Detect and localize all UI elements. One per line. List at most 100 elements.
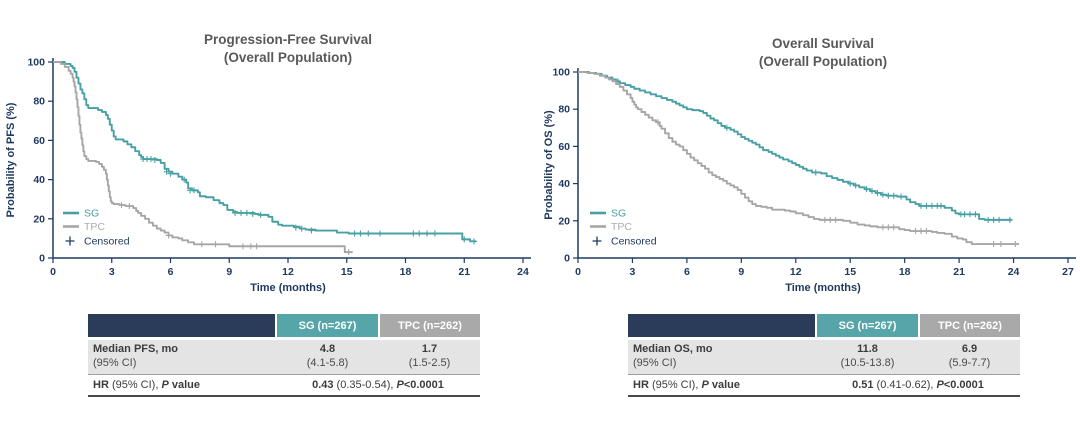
axes-frame bbox=[577, 68, 1076, 259]
os-chart-svg: Overall Survival (Overall Population) Prob… bbox=[543, 36, 1076, 294]
svg-text:Censored: Censored bbox=[611, 236, 657, 248]
pfs-table-header-row: SG (n=267) TPC (n=262) bbox=[88, 314, 480, 340]
svg-text:9: 9 bbox=[226, 266, 232, 278]
censored-plus-icon bbox=[65, 236, 75, 246]
pfs-chart-svg: Progression-Free Survival (Overall Popula… bbox=[5, 32, 531, 294]
svg-text:24: 24 bbox=[1008, 266, 1020, 278]
svg-text:15: 15 bbox=[341, 266, 353, 278]
svg-text:100: 100 bbox=[552, 67, 570, 79]
svg-text:9: 9 bbox=[738, 266, 744, 278]
os-hr-row: HR (95% CI), P value 0.51 (0.41-0.62), P… bbox=[628, 374, 1020, 397]
tpc-censor-marks bbox=[118, 202, 352, 256]
os-median-tpc-value: 6.9 (5.9-7.7) bbox=[919, 338, 1020, 375]
os-hr-value-tail: <0.0001 bbox=[943, 379, 984, 391]
pfs-hr-value-hr: 0.43 bbox=[312, 379, 334, 391]
x-ticks: 0 3 6 9 12 15 18 21 24 bbox=[50, 258, 529, 278]
pfs-header-tpc-cell: TPC (n=262) bbox=[378, 314, 480, 340]
svg-text:0: 0 bbox=[39, 253, 45, 265]
y-axis-label: Probability of PFS (%) bbox=[5, 102, 17, 217]
legend-item-tpc: TPC bbox=[590, 221, 632, 233]
svg-text:3: 3 bbox=[630, 266, 636, 278]
tpc-curve bbox=[578, 71, 1019, 245]
svg-text:Censored: Censored bbox=[84, 236, 130, 248]
pfs-hr-label: HR (95% CI), P value bbox=[88, 374, 276, 397]
svg-text:Overall Survival: Overall Survival bbox=[772, 36, 874, 51]
y-ticks: 0 20 40 60 80 100 bbox=[552, 67, 578, 265]
svg-text:SG: SG bbox=[611, 208, 626, 220]
legend-item-censored: Censored bbox=[65, 236, 130, 248]
svg-text:Progression-Free Survival: Progression-Free Survival bbox=[204, 32, 372, 47]
chart-title: Overall Survival (Overall Population) bbox=[759, 36, 887, 69]
svg-text:21: 21 bbox=[458, 266, 470, 278]
os-median-tpc-line1: 6.9 bbox=[961, 343, 978, 355]
svg-text:27: 27 bbox=[1062, 266, 1074, 278]
svg-text:12: 12 bbox=[282, 266, 294, 278]
tpc-censor-marks bbox=[654, 119, 1019, 248]
pfs-median-tpc-value: 1.7 (1.5-2.5) bbox=[379, 338, 480, 375]
os-hr-value-hr: 0.51 bbox=[852, 379, 874, 391]
pfs-median-label: Median PFS, mo (95% CI) bbox=[88, 338, 276, 375]
svg-text:TPC: TPC bbox=[84, 221, 105, 233]
svg-text:40: 40 bbox=[33, 174, 45, 186]
censored-plus-icon bbox=[592, 236, 602, 246]
svg-text:60: 60 bbox=[33, 135, 45, 147]
pfs-median-sg-value: 4.8 (4.1-5.8) bbox=[276, 338, 379, 375]
pfs-hr-value-tail: <0.0001 bbox=[403, 379, 444, 391]
svg-text:SG: SG bbox=[84, 208, 99, 220]
pfs-hr-label-mid: (95% CI), bbox=[108, 379, 162, 391]
svg-text:12: 12 bbox=[790, 266, 802, 278]
os-hr-label-tail: value bbox=[708, 379, 740, 391]
os-header-tpc-cell: TPC (n=262) bbox=[918, 314, 1020, 340]
pfs-hr-row: HR (95% CI), P value 0.43 (0.35-0.54), P… bbox=[88, 374, 480, 397]
svg-text:60: 60 bbox=[558, 141, 570, 153]
x-ticks: 0 3 6 9 12 15 18 21 24 27 bbox=[575, 258, 1074, 278]
svg-text:21: 21 bbox=[953, 266, 965, 278]
os-median-sg-value: 11.8 (10.5-13.8) bbox=[816, 338, 919, 375]
y-ticks: 0 20 40 60 80 100 bbox=[27, 57, 53, 265]
pfs-hr-value: 0.43 (0.35-0.54), P<0.0001 bbox=[276, 374, 480, 397]
svg-text:20: 20 bbox=[33, 213, 45, 225]
os-hr-value-p: P bbox=[936, 379, 944, 391]
os-table-header-row: SG (n=267) TPC (n=262) bbox=[628, 314, 1020, 340]
svg-text:20: 20 bbox=[558, 215, 570, 227]
legend-item-sg: SG bbox=[590, 208, 626, 220]
svg-text:0: 0 bbox=[50, 266, 56, 278]
svg-text:0: 0 bbox=[575, 266, 581, 278]
sg-censor-marks bbox=[614, 78, 1013, 223]
os-median-sg-line2: (10.5-13.8) bbox=[840, 356, 895, 369]
svg-text:100: 100 bbox=[27, 57, 45, 69]
axes-frame bbox=[52, 58, 531, 259]
sg-censor-marks bbox=[140, 156, 478, 245]
svg-text:(Overall Population): (Overall Population) bbox=[224, 50, 352, 65]
pfs-median-label-line1: Median PFS, mo bbox=[93, 343, 178, 355]
os-median-label-line1: Median OS, mo bbox=[633, 343, 713, 355]
os-panel: Overall Survival (Overall Population) Prob… bbox=[540, 0, 1080, 421]
pfs-hr-value-mid: (0.35-0.54), bbox=[333, 379, 397, 391]
pfs-header-blank-cell bbox=[88, 314, 276, 340]
pfs-hr-label-p: P bbox=[161, 379, 169, 391]
legend-item-censored: Censored bbox=[592, 236, 657, 248]
y-axis-label: Probability of OS (%) bbox=[543, 110, 555, 220]
svg-text:6: 6 bbox=[168, 266, 174, 278]
os-hr-value: 0.51 (0.41-0.62), P<0.0001 bbox=[816, 374, 1020, 397]
svg-text:TPC: TPC bbox=[611, 221, 632, 233]
os-median-label-line2: (95% CI) bbox=[633, 356, 677, 369]
legend-item-sg: SG bbox=[63, 208, 99, 220]
pfs-median-sg-line1: 4.8 bbox=[319, 343, 336, 355]
os-header-blank-cell bbox=[628, 314, 816, 340]
os-hr-value-mid: (0.41-0.62), bbox=[873, 379, 937, 391]
svg-text:0: 0 bbox=[564, 253, 570, 265]
x-axis-label: Time (months) bbox=[250, 282, 326, 294]
os-summary-table: SG (n=267) TPC (n=262) Median OS, mo (95… bbox=[628, 314, 1020, 397]
svg-text:80: 80 bbox=[33, 96, 45, 108]
x-axis-label: Time (months) bbox=[785, 282, 861, 294]
pfs-median-row: Median PFS, mo (95% CI) 4.8 (4.1-5.8) 1.… bbox=[88, 338, 480, 375]
pfs-chart: Progression-Free Survival (Overall Popula… bbox=[0, 0, 540, 300]
pfs-hr-label-hr: HR bbox=[93, 379, 109, 391]
pfs-median-label-line2: (95% CI) bbox=[93, 356, 137, 369]
pfs-median-sg-line2: (4.1-5.8) bbox=[306, 356, 349, 369]
pfs-median-tpc-line2: (1.5-2.5) bbox=[408, 356, 451, 369]
os-median-sg-line1: 11.8 bbox=[857, 343, 878, 355]
